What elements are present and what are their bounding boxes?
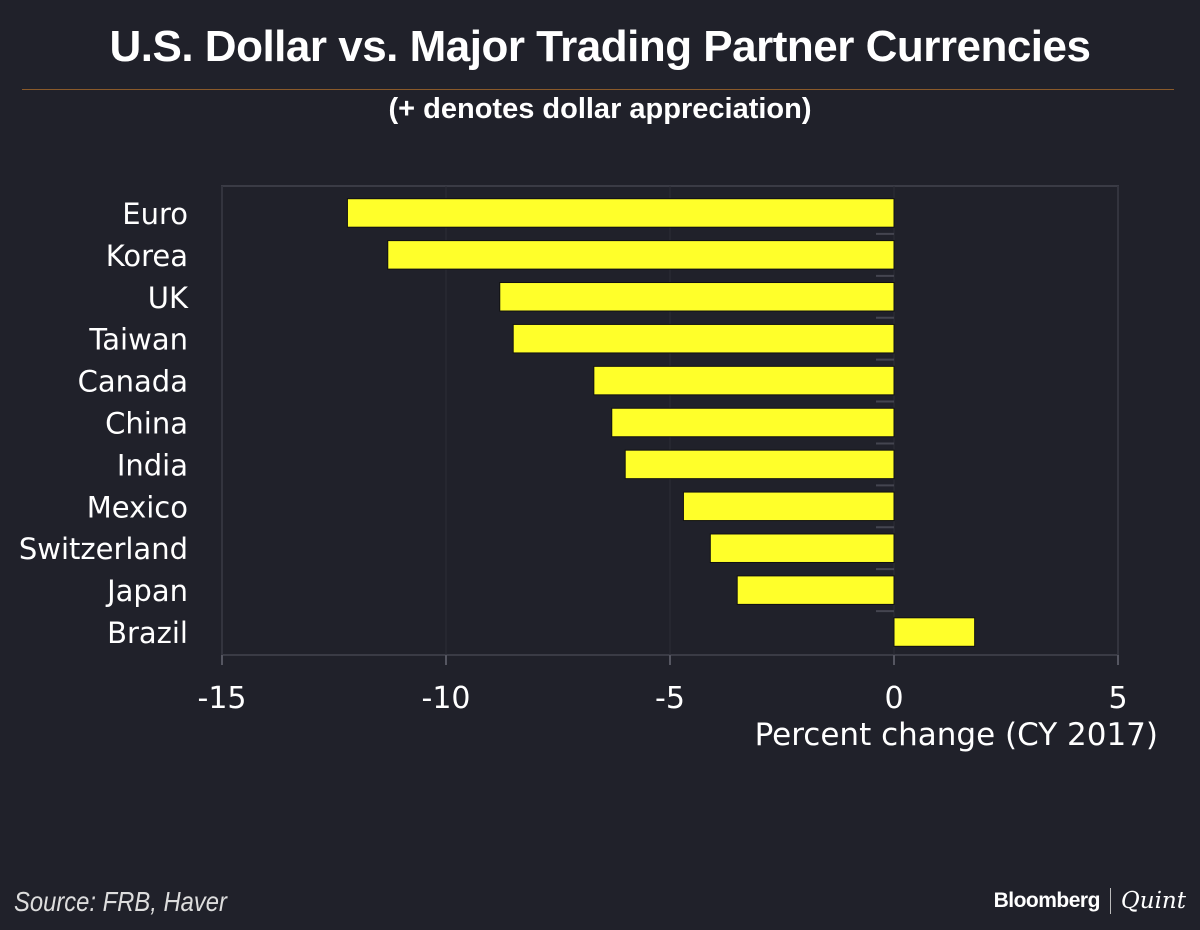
bar-mexico [682,491,895,522]
category-label: Euro [122,197,188,231]
category-label: Korea [106,239,188,273]
x-tick-label: -5 [655,681,685,716]
bar-china [611,407,895,438]
category-label: Canada [78,365,188,399]
bar-uk [499,282,895,312]
bar-canada [593,365,895,396]
source-note: Source: FRB, Haver [14,886,227,917]
category-label: UK [148,281,189,315]
bar-switzerland [709,533,895,563]
category-label: India [117,448,188,482]
bar-taiwan [512,323,895,354]
logo-brand: Bloomberg [993,889,1101,912]
x-tick-label: -10 [422,681,471,716]
logo-separator [1109,888,1111,914]
bar-india [624,449,895,480]
category-label: Mexico [87,490,188,524]
chart-subtitle: (+ denotes dollar appreciation) [388,93,812,125]
bar-brazil [893,617,976,647]
x-tick-label: -15 [198,681,247,716]
category-label: Japan [105,574,188,608]
bar-korea [387,240,895,270]
x-axis-label: Percent change (CY 2017) [755,717,1158,753]
category-label: China [105,407,188,441]
bloomberg-quint-logo: Bloomberg Quint [994,888,1186,914]
category-label: Brazil [107,616,188,650]
chart-title: U.S. Dollar vs. Major Trading Partner Cu… [109,22,1091,71]
x-tick-label: 5 [1108,681,1127,716]
bar-japan [736,575,895,605]
x-tick-label: 0 [884,681,903,716]
logo-partner: Quint [1120,888,1186,914]
title-divider [22,89,1174,90]
category-label: Switzerland [19,532,188,566]
category-label: Taiwan [88,323,188,357]
bar-euro [346,198,895,228]
